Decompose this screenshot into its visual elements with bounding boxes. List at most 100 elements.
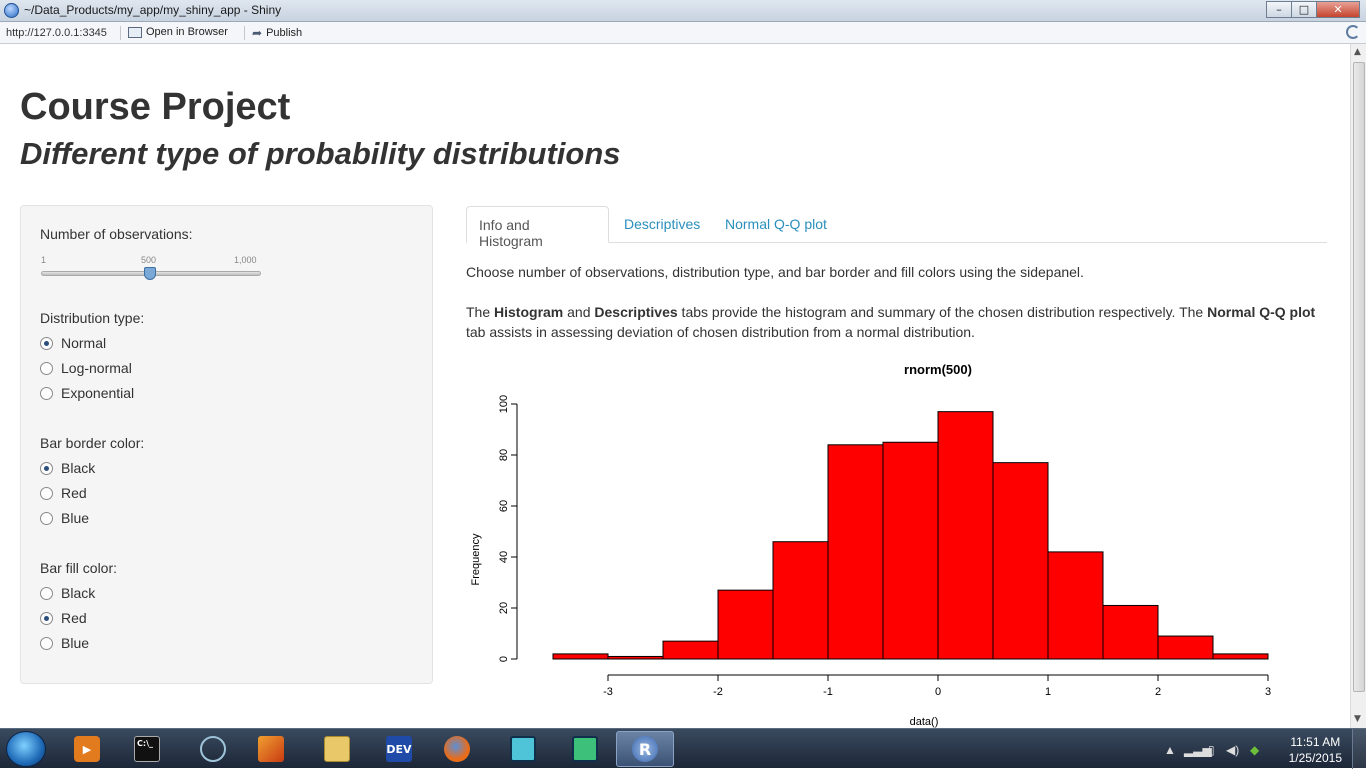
terminal-icon: C:\_ (134, 736, 160, 762)
taskbar-network[interactable] (184, 731, 242, 767)
radio-distribution-lognormal[interactable]: Log-normal (40, 360, 132, 376)
radio-border-red[interactable]: Red (40, 485, 87, 501)
page-subtitle: Different type of probability distributi… (20, 136, 621, 171)
window-title: ~/Data_Products/my_app/my_shiny_app - Sh… (24, 3, 282, 17)
show-desktop-button[interactable] (1352, 729, 1366, 769)
tab-bar: Info and Histogram Descriptives Normal Q… (466, 206, 1327, 249)
radio-border-black[interactable]: Black (40, 460, 95, 476)
radio-button-selected[interactable] (40, 461, 53, 475)
radio-label: Black (61, 460, 96, 476)
taskbar-monitor[interactable] (556, 731, 614, 767)
battery-icon[interactable]: ▯ (1208, 743, 1215, 757)
histogram-bar (662, 640, 719, 660)
taskbar-firefox[interactable] (428, 731, 486, 767)
start-button[interactable] (6, 731, 46, 767)
network-status-icon[interactable]: ◆ (1250, 743, 1260, 757)
observations-label: Number of observations: (40, 226, 193, 242)
x-axis-label: data() (910, 716, 939, 728)
radio-button[interactable] (40, 361, 53, 375)
slider-handle[interactable] (144, 267, 156, 280)
clock-time: 11:51 AM (1290, 735, 1341, 749)
explorer-icon (324, 736, 350, 762)
y-tick-label: 20 (498, 602, 510, 614)
radio-button-selected[interactable] (40, 336, 53, 350)
publish-label: Publish (266, 27, 303, 39)
radio-distribution-exponential[interactable]: Exponential (40, 385, 134, 401)
scroll-down-arrow-icon[interactable]: ▼ (1354, 714, 1361, 724)
descriptives-term: Descriptives (594, 304, 678, 320)
radio-button[interactable] (40, 386, 53, 400)
text-run: and (563, 304, 595, 320)
publish-button[interactable]: ➦ Publish (252, 26, 302, 40)
system-tray: ▲ ▂▃▅ ▯ ◀) ◆ 11:51 AM 1/25/2015 (1156, 729, 1366, 769)
observations-slider[interactable]: 1 500 1,000 (40, 255, 262, 285)
radio-button[interactable] (40, 636, 53, 650)
radio-label: Red (61, 485, 87, 501)
taskbar-matlab[interactable] (242, 731, 300, 767)
window-title-bar: ~/Data_Products/my_app/my_shiny_app - Sh… (0, 0, 1366, 22)
y-tick-label: 0 (498, 656, 510, 662)
radio-label: Black (61, 585, 96, 601)
histogram-bar (552, 653, 609, 660)
histogram-bar (1212, 653, 1269, 660)
histogram-plot: rnorm(500) -3 -2 -1 0 1 2 3 data() 0 20 40 60 80 100 Fr… (470, 362, 1271, 728)
taskbar-remote-desktop[interactable] (494, 731, 552, 767)
border-color-label: Bar border color: (40, 435, 145, 451)
x-tick-label: 1 (1045, 686, 1051, 698)
taskbar-media-player[interactable]: ▶ (58, 731, 116, 767)
signal-icon[interactable]: ▂▃▅ (1184, 743, 1212, 757)
radio-fill-red[interactable]: Red (40, 610, 87, 626)
histogram-bar (827, 444, 884, 660)
open-in-browser-label: Open in Browser (146, 26, 228, 38)
close-button[interactable]: ✕ (1316, 1, 1360, 18)
vertical-scrollbar[interactable]: ▲ ▼ (1350, 44, 1366, 728)
toolbar-separator (120, 26, 121, 40)
r-icon: R (632, 736, 658, 762)
radio-border-blue[interactable]: Blue (40, 510, 89, 526)
firefox-icon (444, 736, 470, 762)
tab-normal-qq-plot[interactable]: Normal Q-Q plot (725, 216, 827, 232)
refresh-icon[interactable] (1346, 25, 1360, 39)
radio-button[interactable] (40, 486, 53, 500)
clock[interactable]: 11:51 AM 1/25/2015 (1289, 734, 1342, 766)
radio-label: Log-normal (61, 360, 132, 376)
publish-icon: ➦ (252, 26, 263, 40)
network-icon (200, 736, 226, 762)
radio-fill-black[interactable]: Black (40, 585, 95, 601)
taskbar-devcpp[interactable]: DEV (370, 731, 428, 767)
info-paragraph-1: Choose number of observations, distribut… (466, 264, 1084, 280)
text-run: tabs provide the histogram and summary o… (677, 304, 1208, 320)
radio-distribution-normal[interactable]: Normal (40, 335, 106, 351)
matlab-icon (258, 736, 284, 762)
app-icon (4, 3, 19, 18)
slider-max-label: 1,000 (234, 255, 257, 265)
taskbar-explorer[interactable] (308, 731, 366, 767)
viewer-toolbar: http://127.0.0.1:3345 Open in Browser ➦ … (0, 22, 1366, 44)
scroll-up-arrow-icon[interactable]: ▲ (1354, 47, 1361, 57)
radio-button-selected[interactable] (40, 611, 53, 625)
taskbar-r[interactable]: R (616, 731, 674, 767)
tab-descriptives[interactable]: Descriptives (624, 216, 701, 232)
monitor-icon (572, 736, 598, 762)
radio-fill-blue[interactable]: Blue (40, 635, 89, 651)
browser-icon (128, 26, 142, 38)
radio-button[interactable] (40, 511, 53, 525)
minimize-button[interactable]: – (1266, 1, 1292, 18)
taskbar-terminal[interactable]: C:\_ (118, 731, 176, 767)
y-tick-label: 60 (498, 500, 510, 512)
media-player-icon: ▶ (74, 736, 100, 762)
x-tick-label: 2 (1155, 686, 1161, 698)
tray-expand-icon[interactable]: ▲ (1164, 743, 1176, 757)
open-in-browser-button[interactable]: Open in Browser (128, 26, 228, 38)
shiny-page: Course Project Different type of probabi… (0, 44, 1350, 728)
window-controls: – □ ✕ (1266, 1, 1360, 18)
remote-desktop-icon (510, 736, 536, 762)
tab-info-and-histogram[interactable]: Info and Histogram (466, 206, 609, 249)
y-tick-label: 100 (498, 395, 510, 413)
volume-icon[interactable]: ◀) (1226, 743, 1240, 757)
radio-button[interactable] (40, 586, 53, 600)
x-tick-label: -1 (823, 686, 833, 698)
scrollbar-thumb[interactable] (1353, 62, 1365, 692)
sidebar-panel: Number of observations: 1 500 1,000 Dist… (20, 205, 433, 684)
maximize-button[interactable]: □ (1291, 1, 1317, 18)
